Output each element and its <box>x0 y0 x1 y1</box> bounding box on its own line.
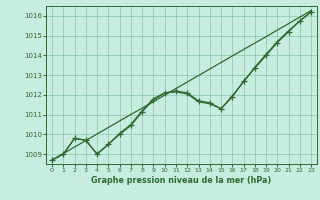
X-axis label: Graphe pression niveau de la mer (hPa): Graphe pression niveau de la mer (hPa) <box>92 176 272 185</box>
